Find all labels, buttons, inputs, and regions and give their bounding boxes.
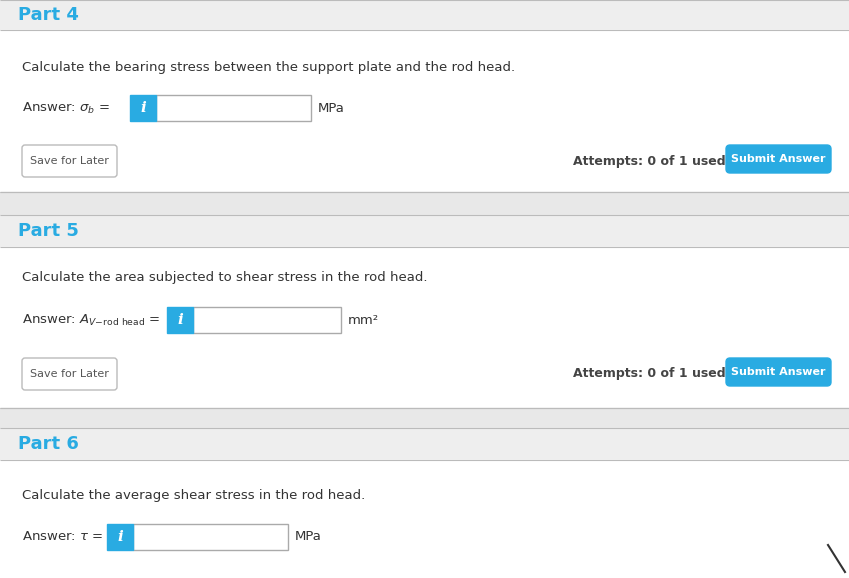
FancyBboxPatch shape (22, 145, 117, 177)
Text: Calculate the area subjected to shear stress in the rod head.: Calculate the area subjected to shear st… (22, 272, 428, 284)
FancyBboxPatch shape (193, 307, 341, 333)
FancyBboxPatch shape (726, 358, 831, 386)
FancyBboxPatch shape (0, 428, 849, 460)
FancyBboxPatch shape (0, 408, 849, 428)
Text: Part 6: Part 6 (18, 435, 79, 453)
Text: Calculate the average shear stress in the rod head.: Calculate the average shear stress in th… (22, 488, 365, 502)
Text: i: i (117, 530, 123, 544)
Text: Attempts: 0 of 1 used: Attempts: 0 of 1 used (573, 154, 726, 168)
FancyBboxPatch shape (726, 145, 831, 173)
Text: Attempts: 0 of 1 used: Attempts: 0 of 1 used (573, 368, 726, 380)
FancyBboxPatch shape (167, 307, 193, 333)
FancyBboxPatch shape (0, 215, 849, 247)
Text: i: i (140, 101, 146, 115)
FancyBboxPatch shape (0, 0, 849, 30)
Text: i: i (177, 313, 183, 327)
Text: Submit Answer: Submit Answer (731, 367, 826, 377)
FancyBboxPatch shape (22, 358, 117, 390)
FancyBboxPatch shape (130, 95, 156, 121)
Text: Answer: $\sigma_b$ =: Answer: $\sigma_b$ = (22, 101, 110, 116)
FancyBboxPatch shape (0, 460, 849, 578)
Text: MPa: MPa (295, 531, 322, 543)
FancyBboxPatch shape (107, 524, 133, 550)
Text: Answer: $\tau$ =: Answer: $\tau$ = (22, 531, 104, 543)
Text: Save for Later: Save for Later (30, 369, 109, 379)
Text: Calculate the bearing stress between the support plate and the rod head.: Calculate the bearing stress between the… (22, 61, 515, 73)
Text: Part 4: Part 4 (18, 6, 79, 24)
Text: Answer: $A_{V\mathsf{-rod\ head}}$ =: Answer: $A_{V\mathsf{-rod\ head}}$ = (22, 313, 160, 328)
FancyBboxPatch shape (133, 524, 288, 550)
FancyBboxPatch shape (156, 95, 311, 121)
Text: Submit Answer: Submit Answer (731, 154, 826, 164)
Text: Save for Later: Save for Later (30, 156, 109, 166)
FancyBboxPatch shape (0, 192, 849, 215)
Text: mm²: mm² (348, 313, 380, 327)
Text: Part 5: Part 5 (18, 222, 79, 240)
FancyBboxPatch shape (0, 247, 849, 408)
Text: MPa: MPa (318, 102, 345, 114)
FancyBboxPatch shape (0, 30, 849, 192)
